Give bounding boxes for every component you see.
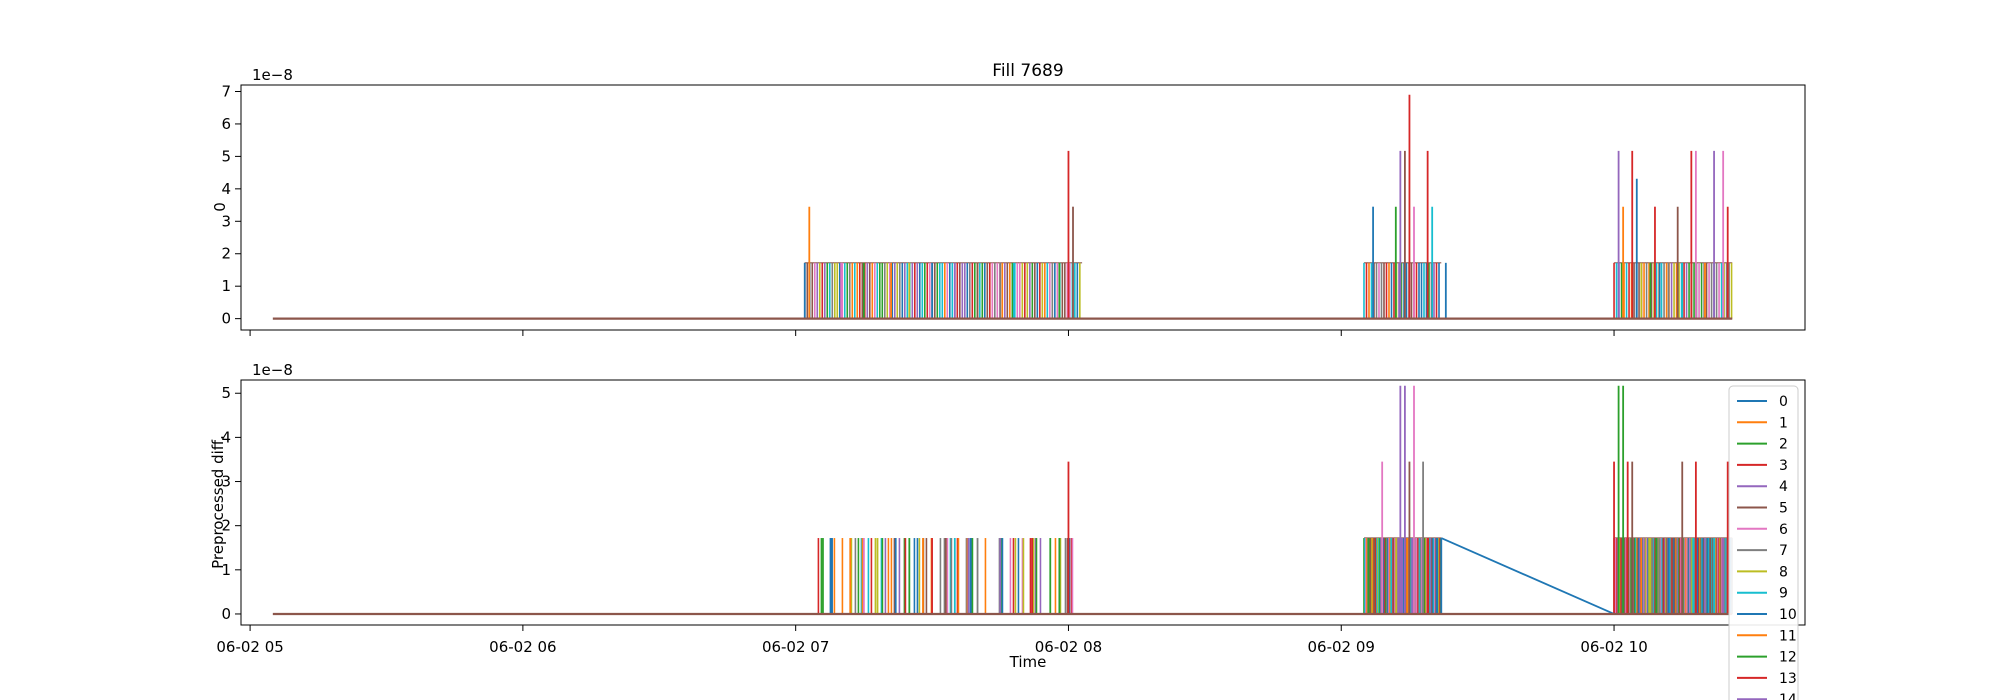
legend-label-8: 8	[1779, 564, 1788, 580]
top-xticks	[249, 330, 1615, 336]
top-ytick-label: 7	[221, 82, 231, 100]
top-scale-note: 1e−8	[252, 66, 293, 84]
legend-label-14: 14	[1779, 692, 1797, 700]
legend-label-6: 6	[1779, 522, 1788, 538]
bottom-xtick-label: 06-02 06	[489, 638, 556, 656]
bottom-ylabel: Preprocessed diff.	[209, 435, 227, 569]
legend-label-2: 2	[1779, 437, 1788, 453]
legend: 01234567891011121314	[1728, 385, 1799, 700]
bottom-scale-note: 1e−8	[252, 361, 293, 379]
legend-label-13: 13	[1779, 671, 1797, 687]
legend-label-11: 11	[1779, 628, 1797, 644]
legend-label-0: 0	[1779, 394, 1788, 410]
legend-label-4: 4	[1779, 479, 1788, 495]
bottom-ytick-label: 3	[221, 473, 231, 491]
top-ytick-label: 3	[221, 212, 231, 230]
top-ytick-label: 4	[221, 180, 231, 198]
legend-label-5: 5	[1779, 501, 1788, 517]
bottom-xticks: 06-02 05 06-02 06 06-02 07 06-02 08 06-02 09…	[216, 625, 1648, 656]
top-axes: 1e−8 0 0 1 2 3 4 5 6 7	[211, 66, 1806, 336]
legend-label-3: 3	[1779, 458, 1788, 474]
bottom-xlabel: Time	[1009, 653, 1047, 671]
bottom-plot-lines	[272, 385, 1733, 616]
bottom-yticks: 0 1 2 3 4 5	[221, 384, 241, 623]
bottom-ytick-label: 0	[221, 605, 231, 623]
legend-label-12: 12	[1779, 650, 1797, 666]
chart-title: Fill 7689	[992, 61, 1063, 81]
top-ytick-label: 5	[221, 147, 231, 165]
bottom-ytick-label: 5	[221, 384, 231, 402]
legend-label-9: 9	[1779, 586, 1788, 602]
bottom-ytick-label: 2	[221, 517, 231, 535]
legend-label-1: 1	[1779, 415, 1788, 431]
bottom-xtick-label: 06-02 05	[216, 638, 283, 656]
bottom-xtick-label: 06-02 08	[1035, 638, 1102, 656]
top-ytick-label: 6	[221, 115, 231, 133]
bottom-xtick-label: 06-02 09	[1308, 638, 1375, 656]
top-ytick-label: 2	[221, 245, 231, 263]
top-yticks: 0 1 2 3 4 5 6 7	[221, 82, 241, 328]
top-ytick-label: 0	[221, 310, 231, 328]
bottom-ytick-label: 1	[221, 561, 231, 579]
bottom-xtick-label: 06-02 07	[762, 638, 829, 656]
top-ylabel: 0	[211, 202, 229, 212]
legend-label-10: 10	[1779, 607, 1797, 623]
bottom-xtick-label: 06-02 10	[1580, 638, 1647, 656]
bottom-connecting-line	[1440, 537, 1615, 615]
top-ytick-label: 1	[221, 277, 231, 295]
top-plot-lines	[272, 94, 1733, 320]
bottom-ytick-label: 4	[221, 428, 231, 446]
legend-label-7: 7	[1779, 543, 1788, 559]
